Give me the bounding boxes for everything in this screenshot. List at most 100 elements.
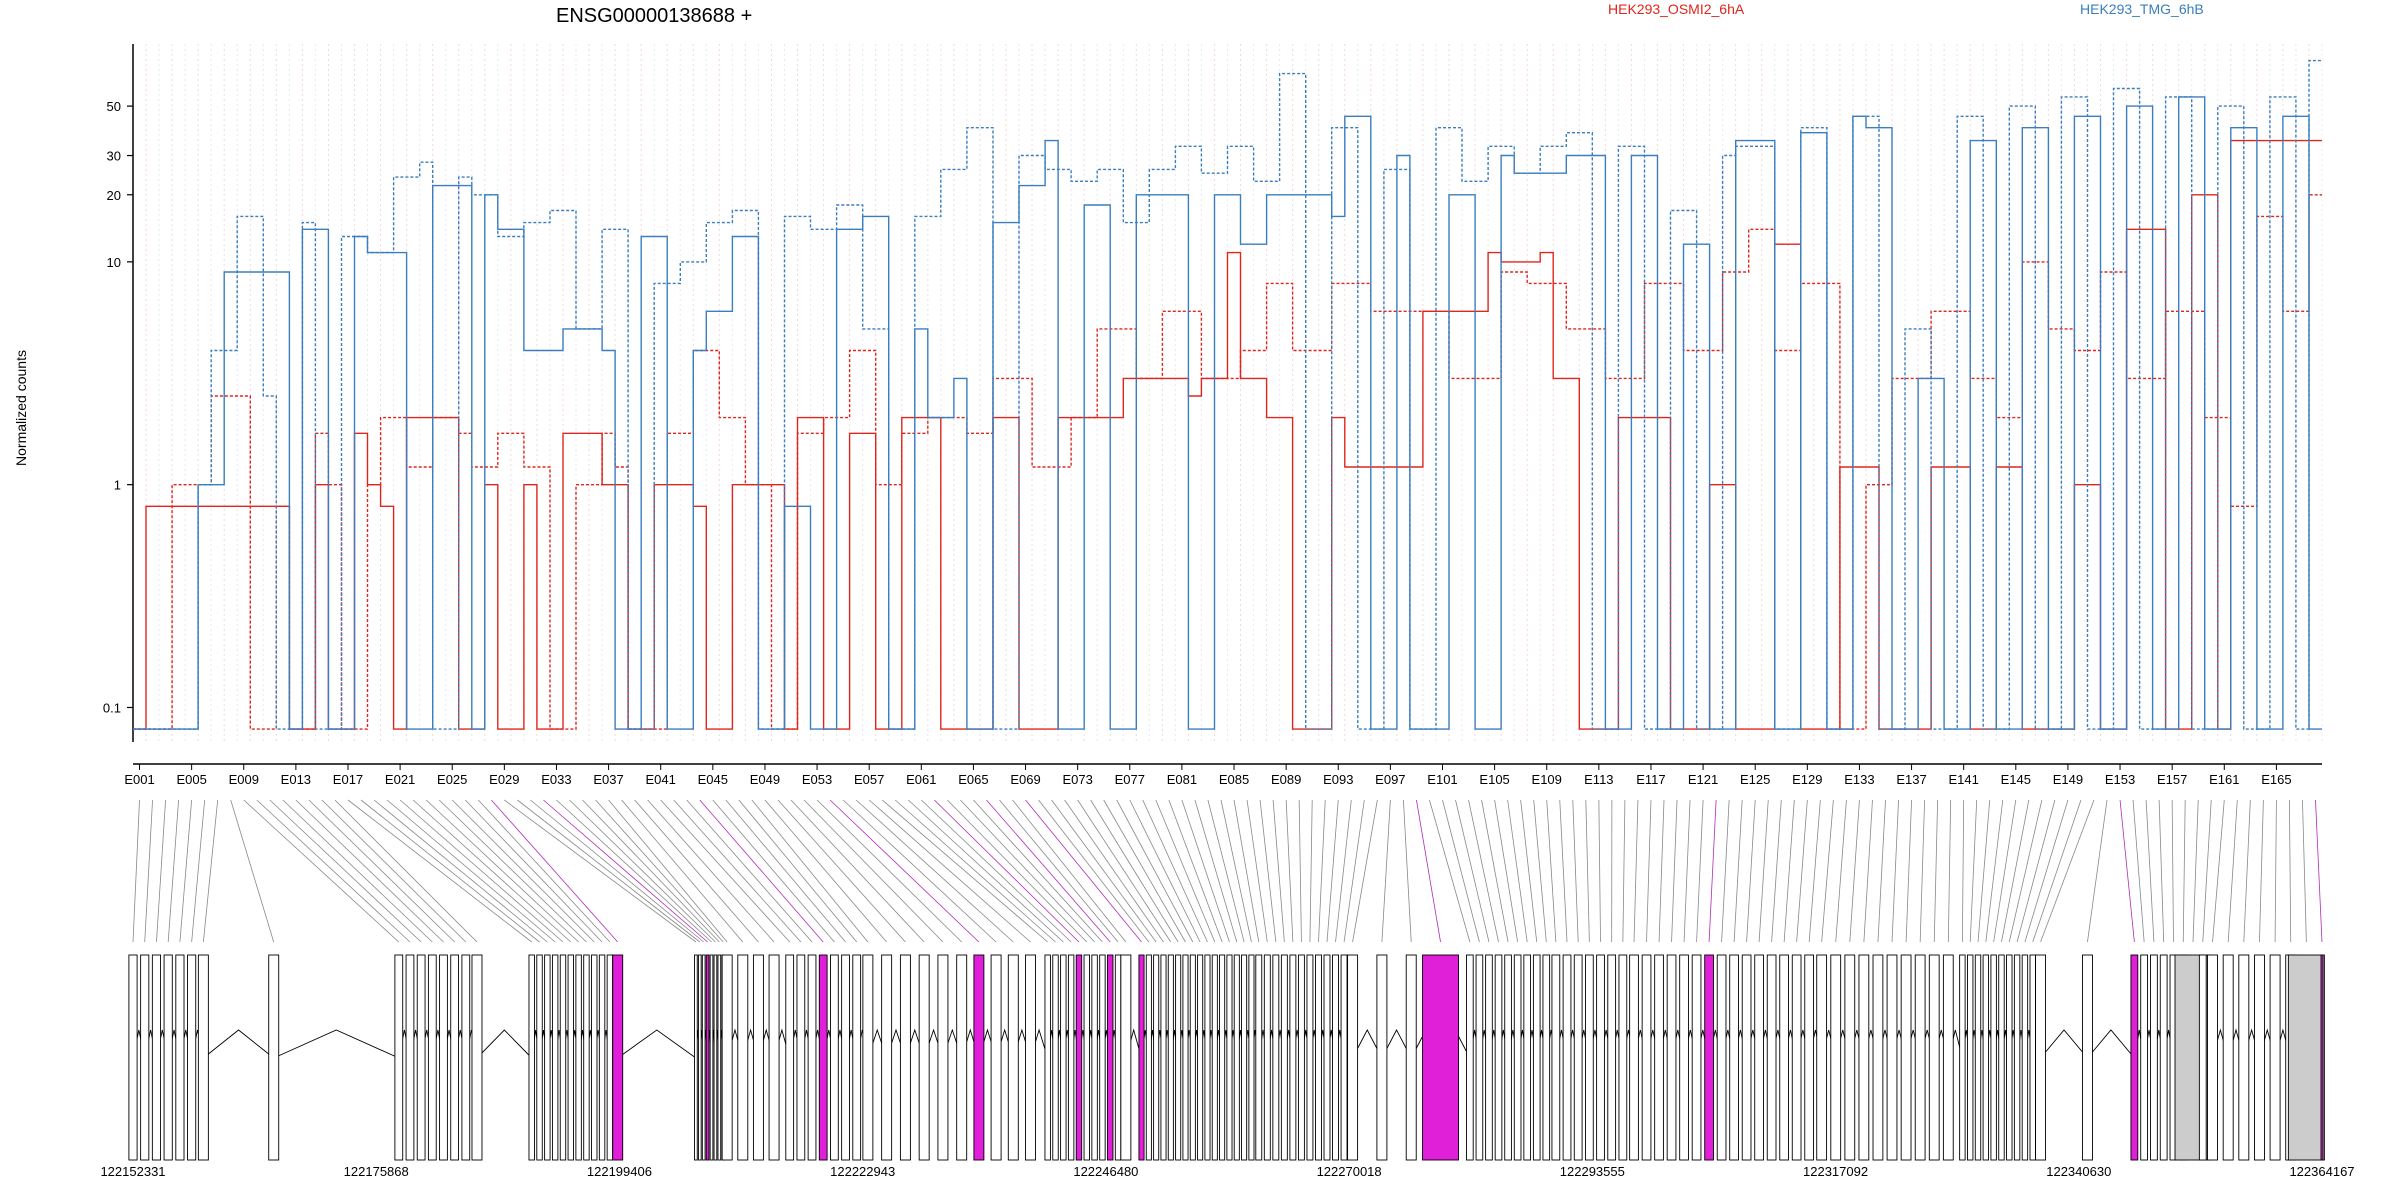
exon-box — [1666, 954, 1677, 1161]
exon-box — [1255, 954, 1263, 1161]
exon-box — [1422, 954, 1459, 1161]
exon-connector — [2032, 799, 2082, 943]
exon-connectors — [132, 799, 2323, 943]
exon-connector — [2040, 799, 2095, 943]
exon-box — [697, 954, 702, 1161]
exon-box — [2269, 954, 2281, 1161]
exon-box — [151, 954, 162, 1161]
series-lines — [133, 59, 2322, 730]
exon-connector — [167, 799, 180, 943]
exon-connector — [934, 799, 1080, 943]
exon-box — [2254, 954, 2265, 1161]
exon-connector — [556, 799, 712, 943]
exon-box — [598, 954, 606, 1161]
x-tick-label: E009 — [229, 772, 259, 787]
exon-box — [1791, 954, 1802, 1161]
exon-connector — [1155, 799, 1216, 943]
exon-box — [1466, 954, 1474, 1161]
exon-box — [1532, 954, 1541, 1161]
exon-connector — [1129, 799, 1201, 943]
x-tick-label: E101 — [1427, 772, 1457, 787]
exon-connector — [399, 799, 564, 943]
exon-connector — [2016, 799, 2056, 943]
exon-connector — [868, 799, 1031, 943]
exon-connector — [1683, 799, 1691, 943]
exon-connector — [1455, 799, 1490, 943]
exon-connector — [179, 799, 193, 943]
exon-box — [163, 954, 173, 1161]
exon-connector — [686, 799, 813, 943]
exon-box — [1332, 954, 1339, 1161]
exon-connector — [1977, 799, 1991, 943]
exon-box — [973, 954, 985, 1161]
exon-box — [1160, 954, 1167, 1161]
exon-box — [2035, 954, 2047, 1161]
exon-box — [1766, 954, 1777, 1161]
exon-box — [918, 954, 930, 1161]
chart-title: ENSG00000138688 + — [556, 5, 752, 27]
exon-connector — [1442, 799, 1480, 943]
exon-box — [1900, 954, 1912, 1161]
exon-connector — [1194, 799, 1238, 943]
exon-box — [768, 954, 780, 1161]
genomic-coordinate-label: 122199406 — [587, 1164, 652, 1179]
intron-line — [2040, 1029, 2088, 1059]
intron-line — [476, 1029, 533, 1059]
exon-connector — [1233, 799, 1260, 943]
exon-connector — [751, 799, 869, 943]
exon-connector — [1168, 799, 1223, 943]
exon-connector — [1849, 799, 1860, 943]
exon-connector — [1622, 799, 1626, 943]
genomic-coordinates: 122152331 122175868 122199406 122222943 1222… — [100, 1164, 2354, 1179]
exon-box — [830, 954, 839, 1161]
exon-box — [717, 954, 722, 1161]
exon-connector — [673, 799, 802, 943]
exon-box — [612, 954, 624, 1161]
exon-box — [881, 954, 893, 1161]
x-tick-label: E033 — [541, 772, 571, 787]
exon-connector — [777, 799, 906, 943]
exon-box — [1914, 954, 1926, 1161]
exon-connector — [1905, 799, 1912, 943]
exon-connector — [2001, 799, 2030, 943]
exon-box — [471, 954, 483, 1161]
exon-connector — [347, 799, 532, 943]
exon-connector — [1507, 799, 1528, 943]
exon-box — [1562, 954, 1572, 1161]
x-tick-label: E109 — [1532, 772, 1562, 787]
exon-connector — [1919, 799, 1925, 943]
exon-box — [1990, 954, 1997, 1161]
exon-box — [187, 954, 197, 1161]
exon-connector — [438, 799, 587, 943]
exon-connector — [1352, 799, 1378, 943]
y-tick-label: 20 — [107, 188, 121, 203]
exon-connector — [738, 799, 858, 943]
intron-line — [273, 1029, 399, 1059]
exon-connector — [464, 799, 603, 943]
exon-box — [2287, 954, 2325, 1161]
exon-connector — [144, 799, 153, 943]
genomic-coordinate-label: 122364167 — [2289, 1164, 2354, 1179]
genomic-coordinate-label: 122317092 — [1803, 1164, 1868, 1179]
exon-connector — [1559, 799, 1568, 943]
exon-box — [1704, 954, 1714, 1161]
exon-box — [1804, 954, 1814, 1161]
exon-box — [2140, 954, 2149, 1161]
exon-box — [937, 954, 949, 1161]
x-tick-label: E161 — [2209, 772, 2239, 787]
exon-box — [583, 954, 590, 1161]
exon-box — [1219, 954, 1226, 1161]
exon-box — [606, 954, 614, 1161]
x-tick-label: E053 — [802, 772, 832, 787]
exon-connector — [2024, 799, 2069, 943]
exon-connector — [647, 799, 775, 943]
exon-box — [140, 954, 150, 1161]
x-tick-label: E005 — [176, 772, 206, 787]
exon-box — [1263, 954, 1271, 1161]
exon-box — [1204, 954, 1211, 1161]
x-tick-label: E097 — [1375, 772, 1405, 787]
exon-box — [737, 954, 749, 1161]
exon-box — [575, 954, 582, 1161]
exon-box — [841, 954, 850, 1161]
exon-box — [1067, 954, 1075, 1161]
